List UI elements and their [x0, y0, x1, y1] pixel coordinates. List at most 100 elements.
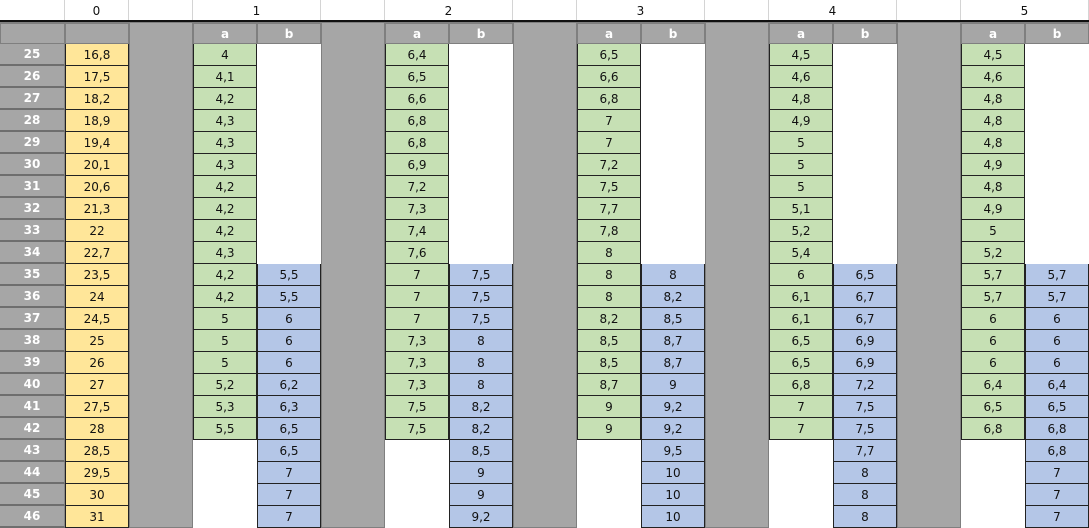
cell-group1-a[interactable]: 4,2 — [193, 176, 257, 198]
cell-group5-a[interactable] — [961, 440, 1025, 462]
cell-group3-a[interactable]: 9 — [577, 396, 641, 418]
cell-group3-b[interactable] — [641, 66, 705, 88]
cell-group1-a[interactable] — [193, 506, 257, 528]
cell-group3-a[interactable]: 6,8 — [577, 88, 641, 110]
cell-group3-a[interactable]: 7,7 — [577, 198, 641, 220]
cell-group4-a[interactable]: 5,2 — [769, 220, 833, 242]
cell-group1-a[interactable]: 4,2 — [193, 198, 257, 220]
cell-group2-a[interactable]: 7 — [385, 308, 449, 330]
row-header[interactable]: 25 — [0, 44, 65, 66]
cell-group4-b[interactable] — [833, 44, 897, 66]
cell-col0[interactable]: 20,1 — [65, 154, 129, 176]
cell-group1-b[interactable]: 6,2 — [257, 374, 321, 396]
cell-group5-b[interactable]: 6,8 — [1025, 418, 1089, 440]
row-header[interactable]: 37 — [0, 308, 65, 330]
cell-group4-b[interactable]: 6,5 — [833, 264, 897, 286]
row-header[interactable]: 39 — [0, 352, 65, 374]
cell-group2-a[interactable] — [385, 440, 449, 462]
cell-group4-a[interactable]: 5 — [769, 154, 833, 176]
cell-group1-a[interactable]: 4 — [193, 44, 257, 66]
row-header[interactable]: 35 — [0, 264, 65, 286]
cell-group1-b[interactable] — [257, 88, 321, 110]
cell-group2-b[interactable]: 7,5 — [449, 286, 513, 308]
cell-group2-b[interactable] — [449, 198, 513, 220]
cell-group4-a[interactable] — [769, 440, 833, 462]
cell-group4-b[interactable] — [833, 154, 897, 176]
cell-col0[interactable]: 20,6 — [65, 176, 129, 198]
column-header-0[interactable]: 0 — [65, 0, 129, 21]
cell-group5-a[interactable]: 5,7 — [961, 286, 1025, 308]
cell-group5-a[interactable]: 5,2 — [961, 242, 1025, 264]
cell-group2-b[interactable]: 9 — [449, 462, 513, 484]
cell-group4-a[interactable]: 5 — [769, 176, 833, 198]
cell-group2-b[interactable] — [449, 220, 513, 242]
cell-group3-a[interactable]: 6,5 — [577, 44, 641, 66]
cell-group5-a[interactable]: 6 — [961, 352, 1025, 374]
cell-group3-b[interactable] — [641, 44, 705, 66]
cell-group1-a[interactable]: 4,3 — [193, 154, 257, 176]
cell-group1-a[interactable]: 5 — [193, 308, 257, 330]
cell-group5-b[interactable]: 7 — [1025, 484, 1089, 506]
column-header-spacer[interactable] — [705, 0, 769, 21]
cell-group3-b[interactable] — [641, 220, 705, 242]
cell-group3-b[interactable]: 10 — [641, 484, 705, 506]
cell-group1-b[interactable]: 6 — [257, 308, 321, 330]
cell-group1-b[interactable]: 6,5 — [257, 440, 321, 462]
cell-group5-b[interactable]: 6 — [1025, 330, 1089, 352]
cell-group3-a[interactable]: 8,5 — [577, 352, 641, 374]
cell-group1-b[interactable] — [257, 176, 321, 198]
row-header[interactable]: 44 — [0, 462, 65, 484]
cell-group2-b[interactable] — [449, 176, 513, 198]
column-header-group-5[interactable]: 5 — [961, 0, 1089, 21]
cell-group4-b[interactable] — [833, 66, 897, 88]
column-header-group-4[interactable]: 4 — [769, 0, 897, 21]
cell-group4-b[interactable] — [833, 220, 897, 242]
row-header[interactable]: 42 — [0, 418, 65, 440]
cell-group3-a[interactable]: 7,8 — [577, 220, 641, 242]
row-header[interactable]: 36 — [0, 286, 65, 308]
cell-group3-a[interactable]: 7 — [577, 132, 641, 154]
cell-group5-a[interactable]: 5 — [961, 220, 1025, 242]
cell-group2-a[interactable] — [385, 462, 449, 484]
cell-col0[interactable]: 24,5 — [65, 308, 129, 330]
cell-group5-b[interactable]: 6,8 — [1025, 440, 1089, 462]
cell-group2-b[interactable]: 8 — [449, 352, 513, 374]
cell-col0[interactable]: 28,5 — [65, 440, 129, 462]
cell-group4-a[interactable]: 4,5 — [769, 44, 833, 66]
row-header[interactable]: 26 — [0, 66, 65, 88]
column-header-group-2[interactable]: 2 — [385, 0, 513, 21]
cell-group5-b[interactable]: 5,7 — [1025, 286, 1089, 308]
cell-group4-a[interactable]: 7 — [769, 418, 833, 440]
cell-group3-b[interactable] — [641, 88, 705, 110]
cell-group3-a[interactable] — [577, 484, 641, 506]
column-header-group-1[interactable]: 1 — [193, 0, 321, 21]
cell-group1-b[interactable]: 6,3 — [257, 396, 321, 418]
cell-group3-b[interactable]: 10 — [641, 462, 705, 484]
row-header[interactable]: 30 — [0, 154, 65, 176]
column-header-spacer[interactable] — [129, 0, 193, 21]
cell-group5-a[interactable]: 4,8 — [961, 176, 1025, 198]
cell-group2-a[interactable]: 7,4 — [385, 220, 449, 242]
cell-group4-a[interactable]: 6,5 — [769, 330, 833, 352]
cell-group5-b[interactable] — [1025, 220, 1089, 242]
cell-group5-b[interactable] — [1025, 176, 1089, 198]
cell-group3-b[interactable]: 8 — [641, 264, 705, 286]
cell-group4-b[interactable]: 8 — [833, 484, 897, 506]
cell-group5-b[interactable] — [1025, 132, 1089, 154]
cell-group4-a[interactable]: 4,8 — [769, 88, 833, 110]
cell-group5-a[interactable]: 6,5 — [961, 396, 1025, 418]
row-header[interactable]: 27 — [0, 88, 65, 110]
cell-group3-b[interactable] — [641, 154, 705, 176]
cell-group1-a[interactable] — [193, 440, 257, 462]
cell-group4-a[interactable]: 7 — [769, 396, 833, 418]
cell-group4-b[interactable]: 8 — [833, 462, 897, 484]
cell-group2-a[interactable]: 6,6 — [385, 88, 449, 110]
cell-group4-a[interactable]: 6,1 — [769, 308, 833, 330]
cell-group1-b[interactable] — [257, 44, 321, 66]
cell-group5-a[interactable]: 6,8 — [961, 418, 1025, 440]
row-header[interactable]: 43 — [0, 440, 65, 462]
cell-group1-b[interactable]: 6 — [257, 330, 321, 352]
cell-group2-a[interactable]: 6,8 — [385, 132, 449, 154]
corner-cell[interactable] — [0, 0, 65, 21]
cell-group4-b[interactable]: 7,5 — [833, 396, 897, 418]
